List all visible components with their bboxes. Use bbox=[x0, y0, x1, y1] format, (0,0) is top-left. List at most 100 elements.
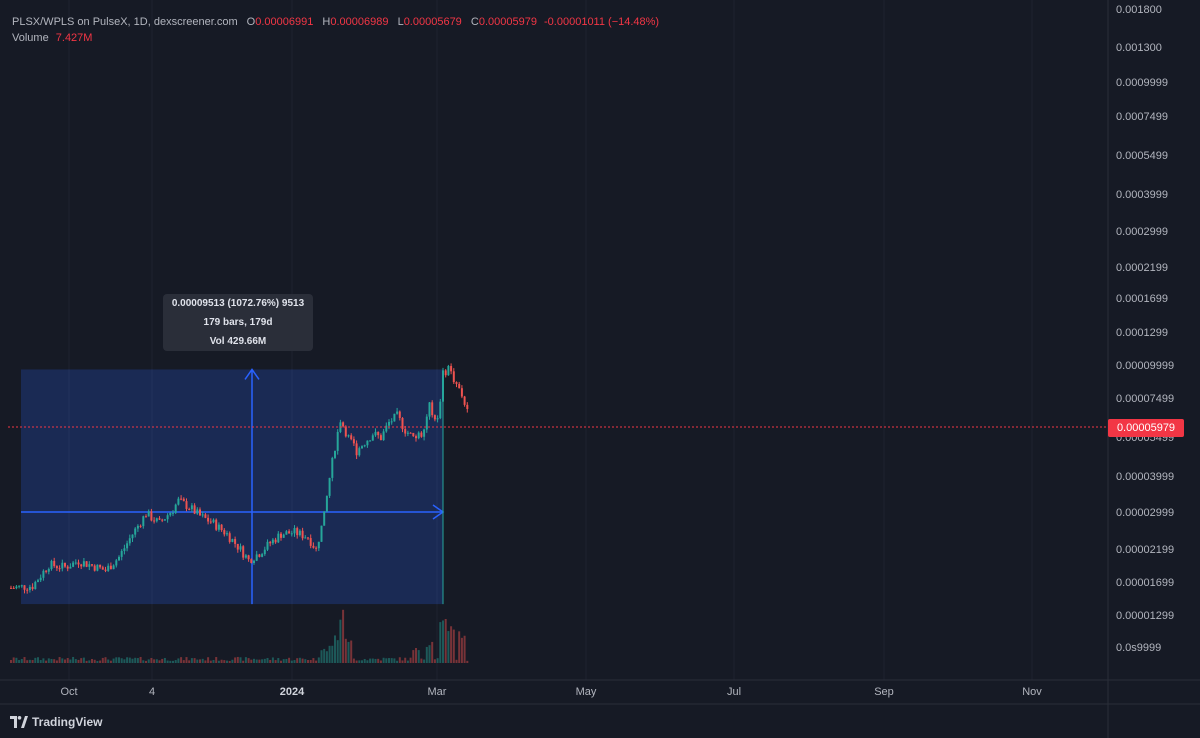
time-tick-label: Mar bbox=[427, 686, 447, 698]
candle-body bbox=[53, 560, 56, 567]
candle-body bbox=[136, 525, 139, 529]
volume-bar bbox=[444, 618, 447, 663]
volume-bar bbox=[45, 660, 48, 663]
candle-body bbox=[61, 562, 64, 569]
candle-body bbox=[37, 580, 39, 582]
volume-bar bbox=[466, 660, 469, 663]
candle-body bbox=[172, 512, 174, 514]
volume-bar bbox=[339, 619, 342, 663]
volume-bar bbox=[331, 645, 334, 663]
volume-bar bbox=[80, 658, 83, 663]
open-value: 0.00006991 bbox=[255, 16, 314, 28]
volume-bar bbox=[315, 660, 318, 663]
volume-bar bbox=[244, 657, 247, 663]
volume-bar bbox=[258, 659, 261, 663]
volume-bar bbox=[288, 657, 291, 663]
candle-body bbox=[388, 421, 390, 426]
candle-body bbox=[234, 539, 237, 544]
time-tick-label: Sep bbox=[874, 686, 894, 698]
candle-body bbox=[126, 543, 129, 549]
volume-bar bbox=[150, 657, 153, 663]
candle-body bbox=[334, 450, 336, 458]
high-value: 0.00006989 bbox=[330, 16, 389, 28]
candle-body bbox=[280, 533, 282, 538]
volume-bar bbox=[82, 657, 85, 663]
candle-body bbox=[50, 560, 53, 570]
volume-bar bbox=[161, 658, 164, 663]
volume-bar bbox=[463, 635, 466, 663]
candle-body bbox=[258, 554, 261, 557]
volume-bar bbox=[393, 658, 396, 663]
volume-bar bbox=[58, 657, 61, 663]
candle-body bbox=[250, 559, 253, 563]
volume-bar bbox=[439, 622, 442, 663]
volume-bar bbox=[450, 626, 453, 663]
candle-body bbox=[47, 569, 50, 572]
volume-bar bbox=[266, 657, 269, 663]
volume-bars bbox=[10, 609, 469, 663]
candle-body bbox=[409, 432, 412, 434]
measure-volume: Vol 429.66M bbox=[209, 336, 267, 347]
volume-bar bbox=[163, 657, 166, 663]
volume-bar bbox=[423, 659, 426, 663]
volume-bar bbox=[412, 650, 415, 663]
candle-body bbox=[128, 538, 131, 544]
candle-body bbox=[15, 586, 18, 589]
candle-body bbox=[290, 533, 293, 535]
volume-bar bbox=[285, 658, 288, 663]
volume-bar bbox=[317, 657, 320, 663]
candle-body bbox=[436, 418, 439, 420]
candle-body bbox=[242, 546, 245, 558]
candle-body bbox=[312, 545, 315, 548]
volume-bar bbox=[85, 660, 88, 663]
candle-body bbox=[99, 564, 102, 568]
candle-body bbox=[247, 555, 250, 560]
volume-bar bbox=[261, 659, 264, 663]
volume-bar bbox=[280, 660, 282, 663]
volume-bar bbox=[301, 658, 304, 663]
brand-name: TradingView bbox=[32, 715, 103, 729]
volume-bar bbox=[23, 657, 26, 663]
volume-bar bbox=[404, 657, 407, 663]
volume-bar bbox=[72, 656, 75, 663]
candle-body bbox=[390, 421, 393, 423]
candle-body bbox=[28, 586, 31, 591]
volume-bar bbox=[145, 660, 147, 663]
volume-bar bbox=[433, 659, 436, 663]
volume-bar bbox=[274, 660, 277, 663]
candle-body bbox=[374, 431, 377, 436]
volume-bar bbox=[309, 659, 312, 663]
volume-bar bbox=[344, 638, 347, 663]
tradingview-logo[interactable]: TradingView bbox=[10, 714, 102, 730]
candle-body bbox=[369, 440, 372, 442]
volume-bar bbox=[28, 659, 31, 663]
symbol-title[interactable]: PLSX/WPLS on PulseX, 1D, dexscreener.com bbox=[12, 16, 238, 28]
candle-body bbox=[39, 577, 42, 581]
candle-body bbox=[180, 498, 183, 500]
candle-body bbox=[371, 435, 374, 441]
price-tick-label: 0.0007499 bbox=[1116, 111, 1168, 123]
candle-body bbox=[207, 517, 210, 522]
volume-bar bbox=[369, 658, 372, 663]
candle-body bbox=[185, 501, 188, 509]
candle-body bbox=[428, 402, 431, 417]
volume-bar bbox=[401, 660, 404, 663]
volume-bar bbox=[136, 658, 139, 663]
candle-body bbox=[304, 537, 307, 539]
volume-bar bbox=[406, 660, 409, 663]
price-tick-label: 0.0002199 bbox=[1116, 262, 1168, 274]
volume-bar bbox=[91, 658, 93, 663]
candle-body bbox=[317, 541, 320, 549]
volume-bar bbox=[452, 629, 455, 663]
volume-bar bbox=[352, 658, 355, 663]
candle-body bbox=[415, 436, 417, 439]
candle-body bbox=[315, 547, 318, 549]
candle-body bbox=[55, 566, 58, 569]
candle-body bbox=[382, 431, 385, 441]
volume-bar bbox=[174, 660, 177, 663]
candle-body bbox=[10, 587, 12, 589]
volume-bar bbox=[320, 650, 323, 663]
candle-body bbox=[336, 431, 339, 451]
price-tick-label: 0.0001299 bbox=[1116, 327, 1168, 339]
